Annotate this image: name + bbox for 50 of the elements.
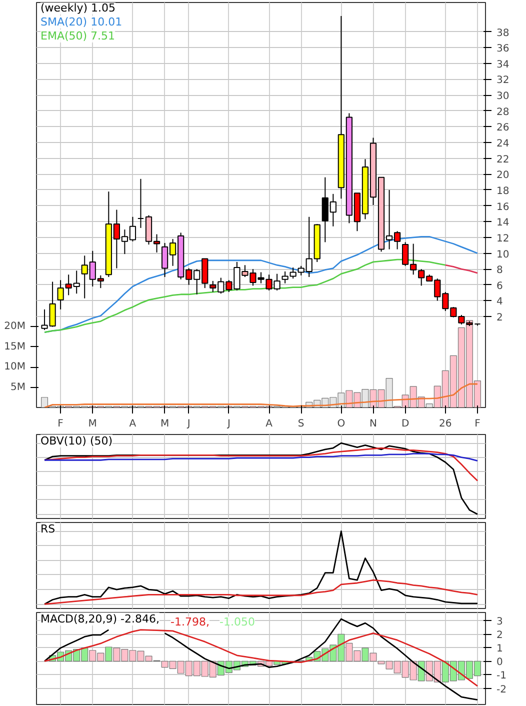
y-tick-label: 0 bbox=[496, 657, 503, 668]
text: -1.050 bbox=[220, 616, 255, 628]
y-tick-label: 2 bbox=[496, 312, 503, 324]
y-tick-label: 32 bbox=[496, 75, 510, 86]
x-tick-label: F bbox=[58, 418, 64, 430]
x-tick-label: M bbox=[160, 418, 170, 430]
y2-tick-label: 15M bbox=[4, 341, 26, 352]
y-tick-label: 26 bbox=[496, 122, 510, 134]
y-tick-label: 6 bbox=[496, 280, 503, 292]
x-tick-label: M bbox=[88, 418, 97, 430]
y-tick-label: 36 bbox=[496, 44, 510, 55]
y2-tick-label: 10M bbox=[4, 362, 26, 372]
y-tick-label: 16 bbox=[496, 202, 510, 213]
y-tick-label: 22 bbox=[496, 154, 510, 166]
x-tick-label: 26 bbox=[439, 418, 452, 430]
y2-tick-label: 5M bbox=[10, 382, 26, 393]
chart-title: (weekly) 1.05 bbox=[40, 2, 116, 14]
y-tick-label: 8 bbox=[496, 265, 503, 276]
x-tick-label: N bbox=[370, 418, 377, 430]
y-tick-label: 4 bbox=[496, 296, 503, 308]
text: EMA(50) 7.51 bbox=[40, 30, 116, 42]
y-tick-label: 24 bbox=[496, 138, 510, 150]
y-tick-label: 12 bbox=[496, 233, 510, 244]
y-tick-label: 10 bbox=[496, 249, 510, 260]
series-label: -1.798, bbox=[170, 616, 210, 628]
x-tick-label: A bbox=[129, 418, 136, 430]
x-tick-label: S bbox=[298, 418, 304, 430]
x-tick-label: J bbox=[226, 418, 230, 430]
x-tick-label: A bbox=[266, 418, 273, 430]
y-tick-label: -1 bbox=[496, 670, 506, 682]
y-tick-label: 28 bbox=[496, 106, 510, 118]
y-tick-label: 3 bbox=[496, 616, 503, 628]
y-tick-label: 34 bbox=[496, 59, 510, 70]
x-tick-label: D bbox=[401, 418, 410, 430]
y-tick-label: -2 bbox=[496, 684, 506, 696]
series-label: OBV(10) (50) bbox=[40, 434, 113, 448]
y-tick-label: 30 bbox=[496, 91, 510, 102]
text: RS bbox=[40, 522, 56, 536]
y-tick-label: 14 bbox=[496, 218, 510, 229]
y-tick-label: 2 bbox=[496, 630, 503, 642]
x-tick-label: O bbox=[337, 418, 346, 430]
y-tick-label: 1 bbox=[496, 644, 503, 655]
text: SMA(20) 10.01 bbox=[40, 16, 122, 28]
y-tick-label: 18 bbox=[496, 186, 510, 197]
y2-tick-label: 20M bbox=[4, 321, 26, 332]
series-label: MACD(8,20,9) -2.846, bbox=[40, 612, 160, 626]
y-tick-label: 20 bbox=[496, 170, 510, 182]
x-tick-label: J bbox=[186, 418, 190, 430]
y-tick-label: 38 bbox=[496, 28, 510, 39]
x-tick-label: F bbox=[474, 418, 481, 430]
